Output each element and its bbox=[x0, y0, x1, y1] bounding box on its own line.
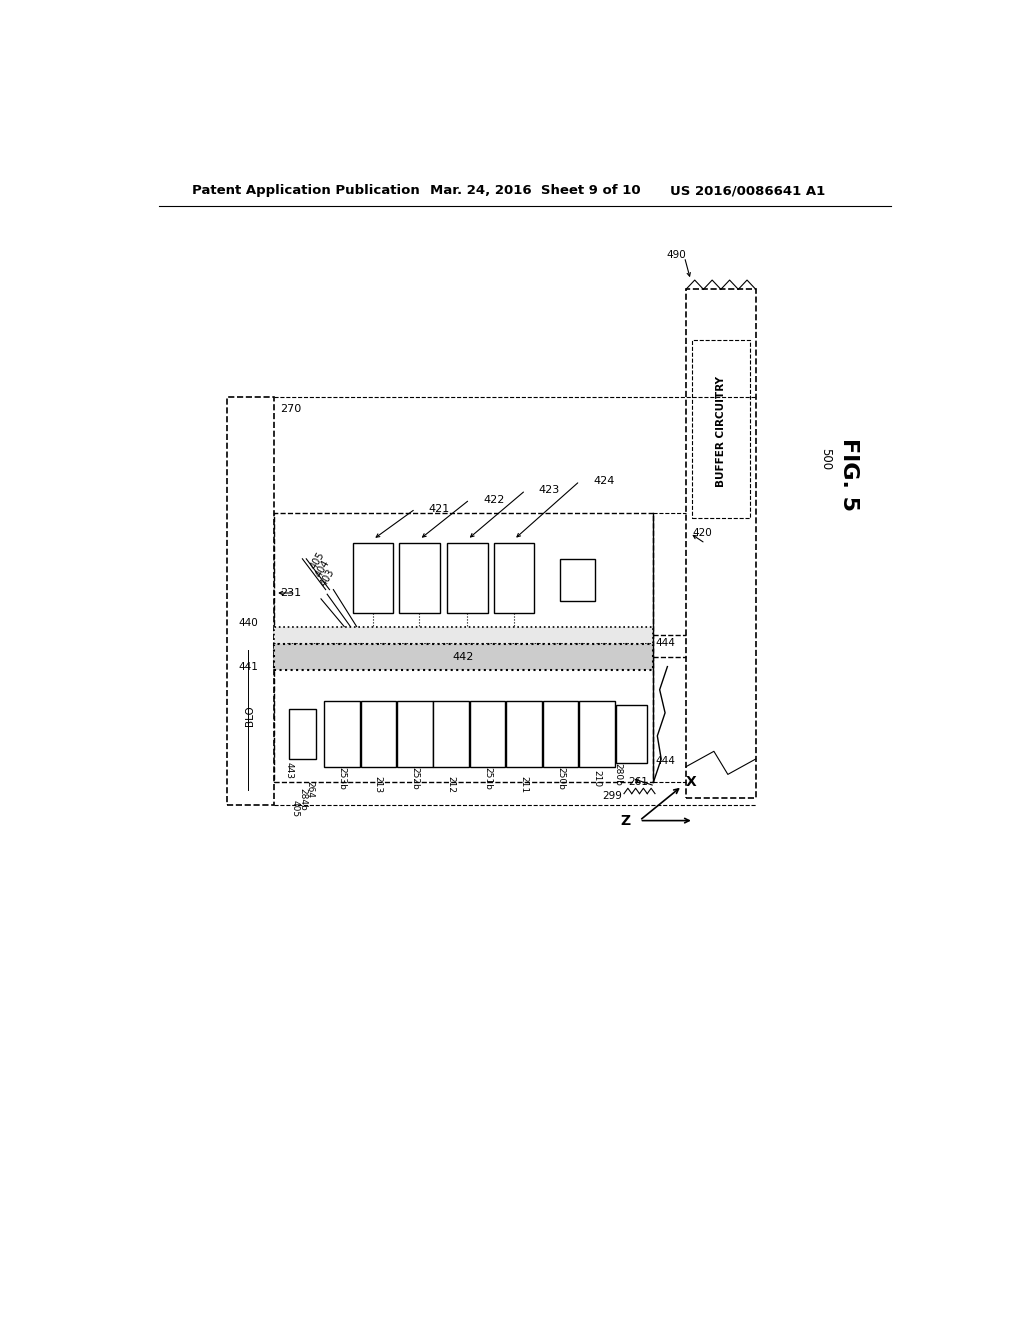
Text: 442: 442 bbox=[453, 652, 474, 661]
Text: US 2016/0086641 A1: US 2016/0086641 A1 bbox=[671, 185, 825, 197]
Bar bbox=[579, 701, 614, 767]
Text: 424: 424 bbox=[593, 477, 614, 486]
Bar bbox=[560, 558, 595, 601]
Text: 231: 231 bbox=[280, 587, 301, 598]
Bar bbox=[227, 397, 273, 805]
Text: 284b: 284b bbox=[298, 788, 307, 810]
Bar bbox=[616, 705, 647, 763]
Bar bbox=[273, 644, 653, 671]
Text: 422: 422 bbox=[483, 495, 505, 504]
Text: 251b: 251b bbox=[483, 767, 493, 789]
Bar bbox=[692, 341, 750, 517]
Text: 404: 404 bbox=[313, 558, 332, 579]
Bar bbox=[506, 701, 542, 767]
Text: 299: 299 bbox=[602, 791, 623, 801]
Text: 444: 444 bbox=[655, 755, 675, 766]
Text: 405: 405 bbox=[290, 800, 299, 817]
Bar bbox=[686, 289, 756, 797]
Text: 405: 405 bbox=[308, 550, 326, 570]
Bar bbox=[433, 701, 469, 767]
Bar bbox=[352, 544, 393, 612]
Text: 212: 212 bbox=[446, 776, 456, 793]
Text: 264: 264 bbox=[305, 781, 314, 799]
Text: 421: 421 bbox=[429, 504, 450, 513]
Text: BUFFER CIRCUITRY: BUFFER CIRCUITRY bbox=[716, 376, 726, 487]
Text: FIG. 5: FIG. 5 bbox=[839, 438, 859, 511]
Text: 280b: 280b bbox=[613, 763, 623, 785]
Text: 211: 211 bbox=[519, 776, 528, 793]
Bar bbox=[470, 701, 506, 767]
Text: 253b: 253b bbox=[337, 767, 346, 789]
Text: 490: 490 bbox=[667, 249, 686, 260]
Text: 443: 443 bbox=[285, 762, 294, 779]
Bar bbox=[289, 709, 316, 759]
Bar bbox=[447, 544, 487, 612]
Text: 210: 210 bbox=[592, 770, 601, 787]
Text: 420: 420 bbox=[692, 528, 712, 539]
Text: 403: 403 bbox=[319, 566, 337, 587]
Text: 440: 440 bbox=[239, 618, 258, 628]
Text: 423: 423 bbox=[539, 486, 560, 495]
Bar bbox=[543, 701, 579, 767]
Bar bbox=[397, 701, 432, 767]
Text: 270: 270 bbox=[280, 404, 301, 413]
Bar bbox=[273, 627, 653, 644]
Bar bbox=[360, 701, 396, 767]
Text: BLO: BLO bbox=[246, 705, 255, 726]
Bar bbox=[273, 512, 653, 781]
Bar bbox=[399, 544, 439, 612]
Text: Patent Application Publication: Patent Application Publication bbox=[191, 185, 419, 197]
Text: Z: Z bbox=[621, 813, 630, 828]
Text: 500: 500 bbox=[819, 447, 831, 470]
Text: 261: 261 bbox=[628, 777, 648, 787]
Text: 213: 213 bbox=[374, 776, 383, 793]
Text: 441: 441 bbox=[239, 661, 258, 672]
Bar bbox=[494, 544, 535, 612]
Bar bbox=[324, 701, 359, 767]
Text: 252b: 252b bbox=[411, 767, 419, 789]
Text: 250b: 250b bbox=[556, 767, 565, 789]
Text: Mar. 24, 2016  Sheet 9 of 10: Mar. 24, 2016 Sheet 9 of 10 bbox=[430, 185, 641, 197]
Text: 444: 444 bbox=[655, 639, 675, 648]
Text: X: X bbox=[686, 775, 696, 789]
